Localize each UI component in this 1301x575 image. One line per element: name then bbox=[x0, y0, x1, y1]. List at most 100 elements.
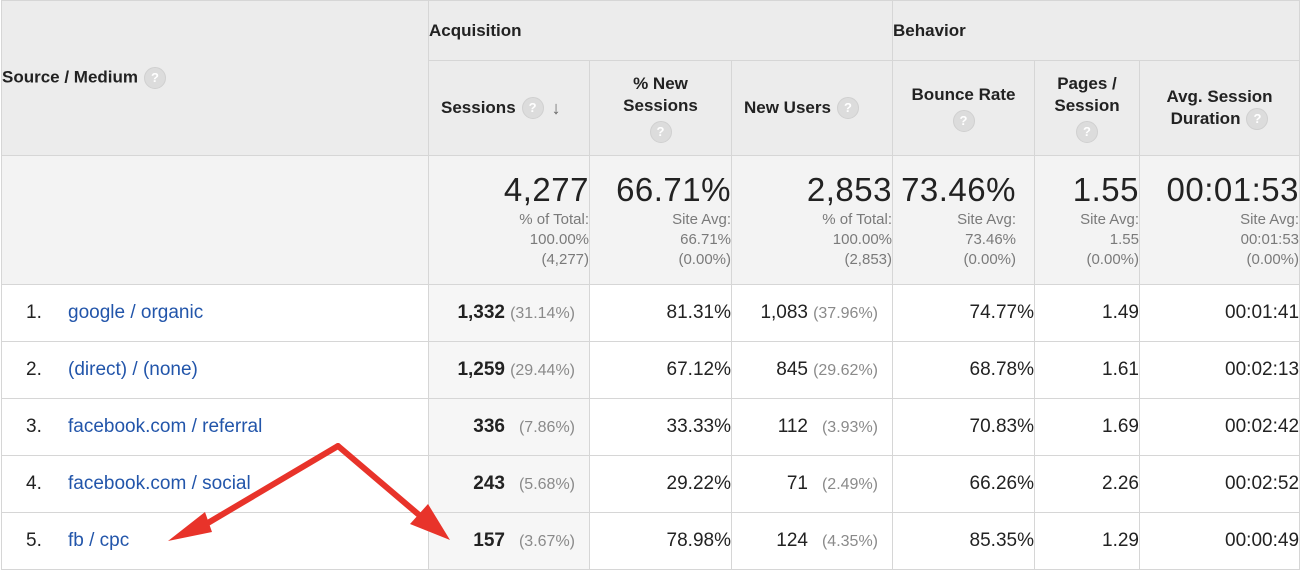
totals-pct-new-cell: 66.71% Site Avg: 66.71% (0.00%) bbox=[589, 155, 732, 285]
new-users-column-header[interactable]: New Users? bbox=[731, 60, 893, 156]
source-cell: 5. fb / cpc bbox=[1, 512, 429, 570]
table-row: 1. google / organic 1,332 (31.14%) 81.31% … bbox=[1, 284, 1301, 342]
totals-bounce-value: 73.46% bbox=[901, 171, 1016, 208]
totals-duration-avg: 00:01:53 bbox=[1240, 231, 1300, 248]
new-users-percent: (29.62%) bbox=[813, 362, 878, 379]
new-users-cell: 71 (2.49%) bbox=[731, 455, 893, 513]
totals-duration-cell: 00:01:53 Site Avg: 00:01:53 (0.00%) bbox=[1138, 155, 1301, 285]
sessions-percent: (31.14%) bbox=[510, 305, 575, 322]
acquisition-group-header: Acquisition bbox=[428, 0, 893, 61]
sessions-cell: 243 (5.68%) bbox=[428, 455, 590, 513]
avg-session-duration-column-header[interactable]: Avg. Session Duration? bbox=[1138, 60, 1301, 156]
new-users-value: 124 bbox=[776, 530, 808, 551]
totals-new-users-count: (2,853) bbox=[844, 251, 892, 268]
row-index: 4. bbox=[26, 473, 42, 494]
behavior-group-header: Behavior bbox=[891, 0, 1301, 61]
pages-session-cell: 1.49 bbox=[1034, 284, 1140, 342]
avg-duration-cell: 00:02:13 bbox=[1138, 341, 1301, 399]
pages-session-label-line1: Pages / bbox=[1057, 74, 1117, 93]
new-users-header-label: New Users bbox=[744, 97, 831, 117]
help-icon[interactable]: ? bbox=[521, 97, 544, 120]
sort-descending-icon[interactable]: ↓ bbox=[551, 98, 561, 119]
help-icon[interactable]: ? bbox=[649, 121, 672, 143]
avg-duration-cell: 00:02:52 bbox=[1138, 455, 1301, 513]
totals-sessions-count: (4,277) bbox=[541, 251, 589, 268]
totals-pages-caption: Site Avg: bbox=[1080, 211, 1139, 228]
source-medium-label: Source / Medium bbox=[2, 67, 139, 87]
pages-session-label-line2: Session bbox=[1054, 96, 1120, 115]
pct-new-sessions-label-line1: % New bbox=[633, 74, 688, 93]
pages-session-cell: 1.69 bbox=[1034, 398, 1140, 456]
source-link[interactable]: fb / cpc bbox=[68, 530, 130, 551]
table-row: 5. fb / cpc 157 (3.67%) 78.98% 124 (4.35%) … bbox=[1, 512, 1301, 570]
totals-sessions-value: 4,277 bbox=[503, 171, 589, 208]
sessions-percent: (5.68%) bbox=[518, 476, 575, 493]
pct-new-sessions-cell: 67.12% bbox=[589, 341, 732, 399]
bounce-rate-label: Bounce Rate bbox=[911, 85, 1016, 104]
totals-pages-cell: 1.55 Site Avg: 1.55 (0.00%) bbox=[1034, 155, 1140, 285]
sessions-value: 336 bbox=[473, 416, 505, 437]
bounce-rate-cell: 68.78% bbox=[892, 341, 1035, 399]
sessions-header-label: Sessions bbox=[441, 97, 516, 117]
bounce-rate-cell: 85.35% bbox=[892, 512, 1035, 570]
sessions-column-header[interactable]: Sessions? ↓ bbox=[428, 60, 590, 156]
avg-duration-cell: 00:02:42 bbox=[1138, 398, 1301, 456]
source-link[interactable]: facebook.com / referral bbox=[68, 416, 263, 437]
totals-pct-new-value: 66.71% bbox=[616, 171, 731, 208]
source-link[interactable]: (direct) / (none) bbox=[68, 359, 198, 380]
help-icon[interactable]: ? bbox=[952, 110, 975, 132]
pct-new-sessions-label-line2: Sessions bbox=[623, 96, 698, 115]
new-users-value: 845 bbox=[776, 359, 808, 380]
totals-bounce-caption: Site Avg: bbox=[957, 211, 1016, 228]
totals-new-users-caption: % of Total: bbox=[822, 211, 892, 228]
help-icon[interactable]: ? bbox=[1076, 121, 1098, 143]
totals-new-users-cell: 2,853 % of Total: 100.00% (2,853) bbox=[731, 155, 893, 285]
pages-session-cell: 1.29 bbox=[1034, 512, 1140, 570]
sessions-percent: (7.86%) bbox=[518, 419, 575, 436]
sessions-cell: 157 (3.67%) bbox=[428, 512, 590, 570]
totals-pages-value: 1.55 bbox=[1072, 171, 1139, 208]
help-icon[interactable]: ? bbox=[1246, 108, 1269, 131]
new-users-percent: (3.93%) bbox=[821, 419, 878, 436]
new-users-value: 112 bbox=[777, 416, 808, 437]
sessions-value: 157 bbox=[473, 530, 505, 551]
bounce-rate-column-header[interactable]: Bounce Rate ? bbox=[892, 60, 1035, 156]
pct-new-sessions-column-header[interactable]: % New Sessions ? bbox=[589, 60, 732, 156]
help-icon[interactable]: ? bbox=[836, 97, 859, 120]
new-users-percent: (2.49%) bbox=[821, 476, 878, 493]
source-link[interactable]: facebook.com / social bbox=[68, 473, 251, 494]
totals-duration-value: 00:01:53 bbox=[1166, 171, 1300, 208]
table-row: 3. facebook.com / referral 336 (7.86%) 33.… bbox=[1, 398, 1301, 456]
totals-sessions-percent: 100.00% bbox=[529, 231, 589, 248]
avg-session-label-line2: Duration? bbox=[1140, 108, 1299, 131]
avg-session-label-line2-text: Duration bbox=[1170, 108, 1241, 128]
pct-new-sessions-cell: 29.22% bbox=[589, 455, 732, 513]
sessions-cell: 1,332 (31.14%) bbox=[428, 284, 590, 342]
table-row: 2. (direct) / (none) 1,259 (29.44%) 67.12%… bbox=[1, 341, 1301, 399]
row-index: 1. bbox=[26, 302, 42, 323]
new-users-cell: 1,083 (37.96%) bbox=[731, 284, 893, 342]
row-index: 5. bbox=[26, 530, 42, 551]
source-cell: 3. facebook.com / referral bbox=[1, 398, 429, 456]
avg-session-label-line1: Avg. Session bbox=[1166, 86, 1273, 106]
totals-sessions-caption: % of Total: bbox=[519, 211, 589, 228]
new-users-percent: (37.96%) bbox=[813, 305, 878, 322]
help-icon[interactable]: ? bbox=[144, 67, 167, 89]
pages-session-column-header[interactable]: Pages / Session ? bbox=[1034, 60, 1140, 156]
sessions-value: 1,332 bbox=[457, 302, 505, 323]
source-cell: 2. (direct) / (none) bbox=[1, 341, 429, 399]
totals-sessions-cell: 4,277 % of Total: 100.00% (4,277) bbox=[428, 155, 590, 285]
sessions-percent: (3.67%) bbox=[518, 533, 575, 550]
totals-duration-delta: (0.00%) bbox=[1246, 251, 1300, 268]
source-link[interactable]: google / organic bbox=[68, 302, 204, 323]
new-users-cell: 845 (29.62%) bbox=[731, 341, 893, 399]
pages-session-cell: 1.61 bbox=[1034, 341, 1140, 399]
source-medium-header[interactable]: Source / Medium? bbox=[1, 0, 429, 156]
totals-pages-avg: 1.55 bbox=[1109, 231, 1139, 248]
new-users-value: 71 bbox=[786, 473, 808, 494]
totals-bounce-cell: 73.46% Site Avg: 73.46% (0.00%) bbox=[892, 155, 1035, 285]
row-index: 2. bbox=[26, 359, 42, 380]
source-cell: 1. google / organic bbox=[1, 284, 429, 342]
